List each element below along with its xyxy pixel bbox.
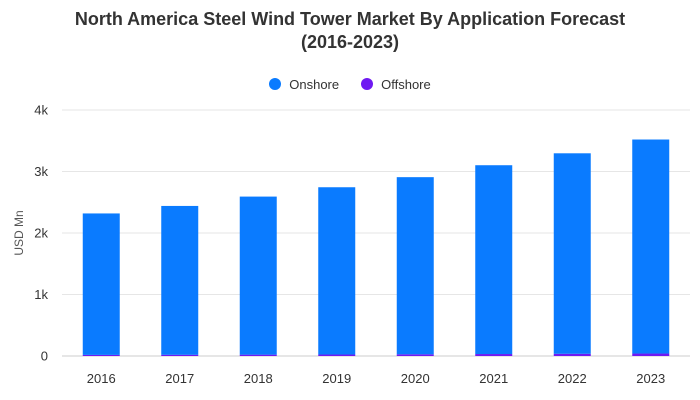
x-tick-label: 2019 (322, 371, 351, 386)
chart-title-line-2: (2016-2023) (300, 32, 400, 52)
bar-onshore-2019[interactable] (318, 187, 356, 355)
bar-onshore-2016[interactable] (82, 213, 120, 355)
bar-onshore-2023[interactable] (632, 139, 670, 354)
y-tick-label: 3k (34, 164, 48, 179)
x-tick-labels: 2016 2017 2018 2019 2020 2021 2022 2023 (87, 371, 665, 386)
y-axis-title: USD Mn (12, 210, 26, 255)
x-tick-label: 2016 (87, 371, 116, 386)
bar-offshore-2016[interactable] (82, 354, 120, 356)
bars (82, 139, 670, 356)
bar-onshore-2018[interactable] (239, 196, 277, 355)
legend-item-offshore[interactable]: Offshore (361, 77, 431, 92)
legend-label-onshore: Onshore (289, 76, 340, 92)
chart-title: North America Steel Wind Tower Market By… (0, 8, 700, 54)
x-tick-label: 2023 (636, 371, 665, 386)
x-tick-label: 2021 (479, 371, 508, 386)
x-tick-label: 2020 (401, 371, 430, 386)
bar-onshore-2017[interactable] (161, 205, 199, 355)
y-tick-labels: 0 1k 2k 3k 4k (34, 103, 48, 364)
legend: Onshore Offshore (0, 74, 700, 94)
bar-offshore-2023[interactable] (632, 353, 670, 356)
bar-onshore-2022[interactable] (553, 153, 591, 354)
y-tick-label: 4k (34, 103, 48, 118)
y-tick-label: 0 (41, 349, 48, 364)
bar-offshore-2019[interactable] (318, 354, 356, 356)
bar-offshore-2017[interactable] (161, 354, 199, 356)
x-tick-label: 2022 (558, 371, 587, 386)
bar-offshore-2020[interactable] (396, 354, 434, 356)
bar-offshore-2021[interactable] (475, 354, 513, 356)
legend-swatch-offshore (361, 78, 374, 90)
legend-label-offshore: Offshore (381, 76, 431, 92)
x-tick-label: 2018 (244, 371, 273, 386)
bar-onshore-2021[interactable] (475, 165, 513, 355)
chart-title-line-1: North America Steel Wind Tower Market By… (74, 9, 626, 29)
legend-item-onshore[interactable]: Onshore (269, 77, 339, 92)
grid-lines (62, 109, 690, 357)
bar-onshore-2020[interactable] (396, 177, 434, 355)
legend-swatch-onshore (269, 78, 282, 90)
bar-offshore-2022[interactable] (553, 353, 591, 356)
x-tick-label: 2017 (165, 371, 194, 386)
y-tick-label: 2k (34, 226, 48, 241)
y-tick-label: 1k (34, 287, 48, 302)
bar-offshore-2018[interactable] (239, 354, 277, 356)
